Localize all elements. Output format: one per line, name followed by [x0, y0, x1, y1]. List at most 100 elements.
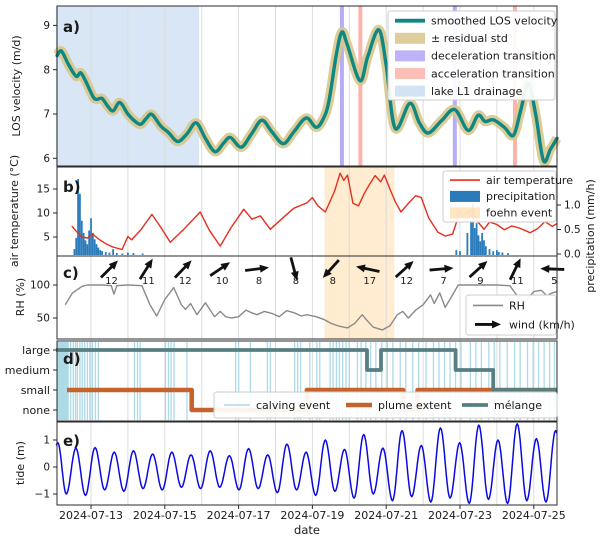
acceleration-legend-sample — [395, 67, 425, 79]
precipitation-bar — [115, 253, 118, 255]
smoothed-los-velocity-line — [55, 28, 559, 164]
wind-arrow-shaft — [209, 264, 226, 277]
tick-label: 0.0 — [564, 249, 581, 261]
precipitation-bar — [75, 237, 78, 255]
foehn-event-span — [324, 167, 395, 256]
precipitation-bar — [472, 203, 474, 255]
legend-label: precipitation — [486, 190, 555, 203]
panel-letter: d) — [63, 350, 81, 368]
precipitation-bar — [501, 252, 504, 255]
precipitation-bar — [86, 244, 89, 255]
legend-label: deceleration transition — [431, 50, 556, 63]
wind-arrow-head — [108, 260, 118, 270]
tick-label: 7 — [43, 109, 50, 121]
wind-arrow-head — [220, 262, 231, 271]
panel-b-temperature-precipitation: 5 10 15 0.0 0.5 1.0 air temperature (°C) precip… — [8, 155, 597, 293]
y-axis-label-los-velocity: LOS velocity (m/d) — [10, 35, 23, 136]
date-tick-label: 2024-07-19 — [280, 509, 344, 522]
precipitation-bar — [481, 232, 484, 255]
legend-label: plume extent — [378, 399, 452, 412]
precipitation-bar — [80, 220, 83, 255]
wind-arrow-head — [492, 320, 501, 329]
precipitation-bar — [84, 240, 87, 255]
precipitation-bar — [82, 232, 85, 255]
tide-line — [55, 423, 558, 505]
tick-label: 9 — [43, 20, 50, 32]
legend-label: RH — [509, 299, 525, 312]
legend-label: mélange — [494, 399, 542, 412]
precipitation-bar — [477, 235, 480, 255]
precipitation-bar — [73, 249, 76, 255]
air-temperature-line — [71, 172, 558, 251]
wind-vector: 5 — [540, 264, 565, 287]
foehn-legend-sample — [450, 207, 480, 219]
precipitation-bar — [455, 250, 458, 255]
precipitation-bar — [488, 249, 491, 255]
tick-label: 6 — [43, 153, 50, 165]
wind-speed-label: 8 — [293, 276, 299, 287]
wind-arrow-shaft — [546, 267, 565, 271]
date-tick-label: 2024-07-15 — [133, 509, 197, 522]
precipitation-bar — [127, 252, 129, 255]
precipitation-bar — [79, 193, 81, 255]
melange-step-line — [55, 348, 557, 392]
legend-label: calving event — [256, 399, 331, 412]
wind-arrow-shaft — [394, 263, 411, 279]
tick-label: 100 — [30, 280, 50, 292]
precipitation-bar — [77, 179, 79, 255]
precipitation-bar — [484, 246, 487, 255]
wind-vector: 7 — [429, 264, 454, 287]
wind-speed-label: 10 — [216, 276, 229, 287]
y-axis-label-precipitation: precipitation (mm/h) — [584, 179, 597, 293]
wind-speed-label: 8 — [256, 276, 262, 287]
wind-arrow-head — [144, 258, 153, 269]
precipitation-bar — [459, 251, 461, 255]
y-axis-label-rh: RH (%) — [14, 278, 27, 316]
wind-vector: 12 — [394, 261, 414, 287]
wind-vector: 9 — [468, 261, 488, 287]
wind-arrow-head — [322, 268, 332, 278]
legend-label: acceleration transition — [431, 67, 555, 80]
precipitation-bar — [108, 252, 111, 255]
panel-d-calving-plume-melange: large medium small none calving event plume e… — [5, 340, 558, 422]
lake_drainage-legend-sample — [395, 85, 425, 97]
wind-arrow-head — [356, 264, 366, 273]
wind-arrow-shaft — [325, 259, 340, 275]
panel-spine — [56, 255, 558, 340]
y-axis-label-tide: tide (m) — [14, 441, 27, 485]
category-label: none — [23, 404, 51, 417]
tick-label: 15 — [37, 184, 50, 196]
wind-speed-label: 11 — [142, 276, 155, 287]
precipitation-bar — [104, 252, 107, 255]
wind-vector: 12 — [99, 260, 118, 287]
date-tick-label: 2024-07-17 — [207, 509, 271, 522]
wind-speed-label: 12 — [179, 276, 192, 287]
precipitation-bar — [91, 232, 94, 255]
precipitation-bar — [112, 249, 115, 255]
precipitation-bar — [90, 218, 92, 255]
category-label: large — [22, 344, 50, 357]
x-axis-label: date — [294, 523, 320, 537]
deceleration-legend-sample — [395, 50, 425, 62]
tick-label: 50 — [37, 313, 50, 325]
tick-label: 1 — [43, 435, 50, 447]
legend-label: foehn event — [486, 207, 553, 220]
wind-arrow-head — [444, 264, 454, 273]
legend-label: smoothed LOS velocity — [431, 14, 558, 27]
panel-spine — [56, 340, 558, 422]
wind-arrow-head — [259, 264, 269, 273]
residual_band-legend-sample — [395, 32, 425, 44]
date-tick-label: 2024-07-13 — [59, 509, 123, 522]
wind-speed-label: 12 — [400, 276, 413, 287]
panel-a-los-velocity: 6 7 8 9 LOS velocity (m/d) smoothed LOS veloc… — [10, 5, 562, 167]
precipitation-bar — [479, 241, 482, 255]
rh-line — [64, 284, 558, 331]
precipitation-bar — [99, 250, 102, 255]
wind-arrow-head — [182, 260, 192, 270]
tick-label: 0 — [43, 462, 50, 474]
precipitation-bar — [141, 253, 144, 255]
legend-panel-c: RH wind (km/h) — [465, 294, 575, 336]
date-tick-label: 2024-07-21 — [354, 509, 418, 522]
